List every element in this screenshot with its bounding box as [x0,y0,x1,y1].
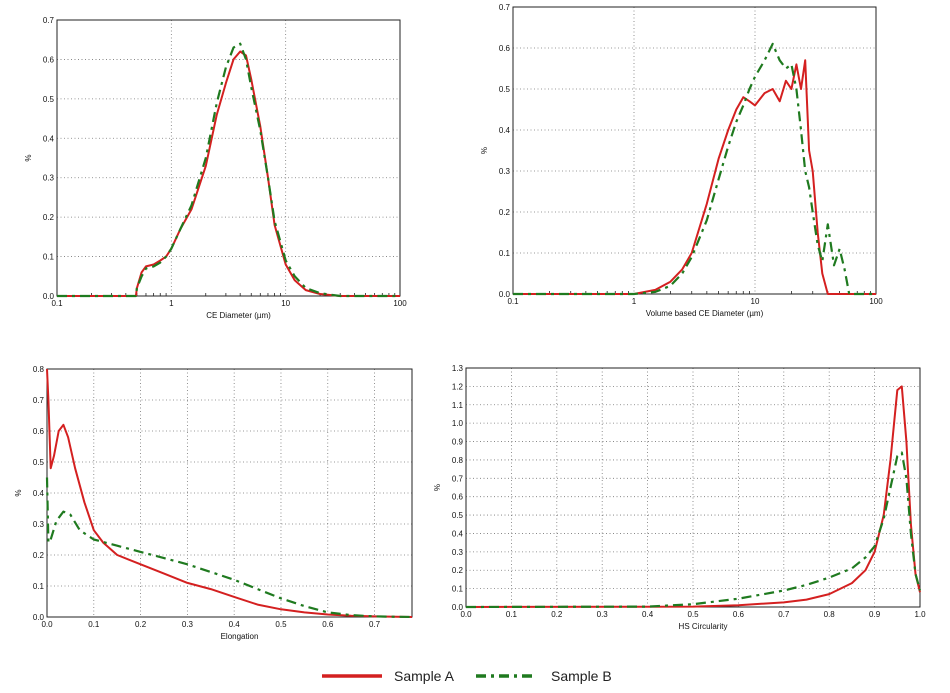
x-tick-label: 100 [393,299,407,308]
x-tick-label: 0.0 [41,620,53,629]
y-tick-label: 0.6 [452,493,464,502]
y-tick-label: 1.2 [452,382,464,391]
y-tick-label: 0.7 [452,474,464,483]
x-tick-label: 1 [169,299,174,308]
y-tick-label: 0.3 [452,548,464,557]
chart-panel-2: 0.1 1 10 1000.00.10.20.30.40.50.60.7Volume … [480,3,883,318]
legend: Sample A Sample B [322,668,612,684]
x-tick-label: 0.1 [506,610,518,619]
chart-panel-4: 0.0 0.1 0.2 0.3 0.4 0.5 0.6 0.7 0.8 0.9 1.0 0.0 0.1 0… [433,364,926,631]
series-line-sample-a [46,368,413,618]
y-tick-label: 0.0 [43,292,55,301]
y-tick-label: 0.5 [43,95,55,104]
x-tick-label: 0.6 [733,610,745,619]
y-tick-label: 0.6 [499,44,511,53]
x-tick-label: 0.5 [687,610,699,619]
y-tick-label: 0.3 [33,520,45,529]
y-tick-label: 0.5 [33,458,45,467]
series-line-sample-b [513,42,876,296]
x-tick-label: 0.4 [642,610,654,619]
x-tick-label: 0.2 [135,620,147,629]
x-tick-label: 0.0 [460,610,472,619]
x-axis-label: Elongation [221,632,259,641]
legend-label-sample-a: Sample A [394,668,455,684]
y-tick-label: 0.3 [43,174,55,183]
y-tick-label: 0.7 [33,396,45,405]
y-tick-label: 0.4 [452,529,464,538]
x-tick-label: 100 [869,297,883,306]
series-line-sample-b [465,451,922,609]
x-tick-label: 0.7 [778,610,790,619]
y-axis-label: % [14,489,23,496]
series-line-sample-a [57,50,400,297]
y-tick-label: 0.2 [43,213,55,222]
x-tick-label: 0.2 [551,610,563,619]
y-tick-label: 0.1 [43,253,55,262]
series-line-sample-a [465,385,921,608]
x-tick-label: 0.6 [322,620,334,629]
x-axis-label: HS Circularity [679,622,728,631]
y-tick-label: 0.4 [499,126,511,135]
y-tick-label: 0.7 [43,16,55,25]
legend-label-sample-b: Sample B [551,668,612,684]
y-tick-label: 0.1 [452,585,464,594]
x-tick-label: 0.3 [597,610,609,619]
plot-frame [512,6,877,295]
y-tick-label: 0.1 [499,249,511,258]
chart-panel-3: 0.0 0.1 0.2 0.3 0.4 0.5 0.6 0.7 0.0 0.1 0.2 0.3 0.4 0… [14,365,413,641]
x-tick-label: 0.1 [51,299,63,308]
y-tick-label: 0.1 [33,582,45,591]
y-tick-label: 0.9 [452,438,464,447]
y-tick-label: 0.8 [33,365,45,374]
y-tick-label: 0.6 [43,55,55,64]
y-tick-label: 0.0 [452,603,464,612]
plot-frame [56,19,401,297]
x-tick-label: 0.7 [369,620,381,629]
y-tick-label: 1.1 [452,401,464,410]
x-tick-label: 0.8 [824,610,836,619]
y-axis-label: % [480,147,489,154]
x-tick-label: 1.0 [914,610,926,619]
y-tick-label: 0.2 [33,551,45,560]
x-axis-label: Volume based CE Diameter (µm) [646,309,764,318]
series-line-sample-b [57,42,400,298]
x-tick-label: 10 [751,297,760,306]
y-tick-label: 0.5 [452,511,464,520]
y-tick-label: 0.2 [452,566,464,575]
y-tick-label: 0.4 [43,134,55,143]
series-line-sample-a [513,59,876,295]
y-tick-label: 0.0 [33,613,45,622]
x-tick-label: 0.1 [88,620,100,629]
y-axis-label: % [433,484,442,491]
x-tick-label: 0.1 [507,297,519,306]
x-axis-label: CE Diameter (µm) [206,311,271,320]
x-tick-label: 0.5 [275,620,287,629]
y-tick-label: 0.3 [499,167,511,176]
y-axis-label: % [24,154,33,161]
x-tick-label: 1 [632,297,637,306]
y-tick-label: 0.6 [33,427,45,436]
series-line-sample-b [45,477,413,619]
y-tick-label: 1.0 [452,419,464,428]
x-tick-label: 10 [281,299,290,308]
y-tick-label: 0.5 [499,85,511,94]
x-tick-label: 0.4 [229,620,241,629]
y-tick-label: 0.8 [452,456,464,465]
y-tick-label: 1.3 [452,364,464,373]
y-tick-label: 0.7 [499,3,511,12]
y-tick-label: 0.2 [499,208,511,217]
x-tick-label: 0.3 [182,620,194,629]
x-tick-label: 0.9 [869,610,881,619]
y-tick-label: 0.0 [499,290,511,299]
y-tick-label: 0.4 [33,489,45,498]
